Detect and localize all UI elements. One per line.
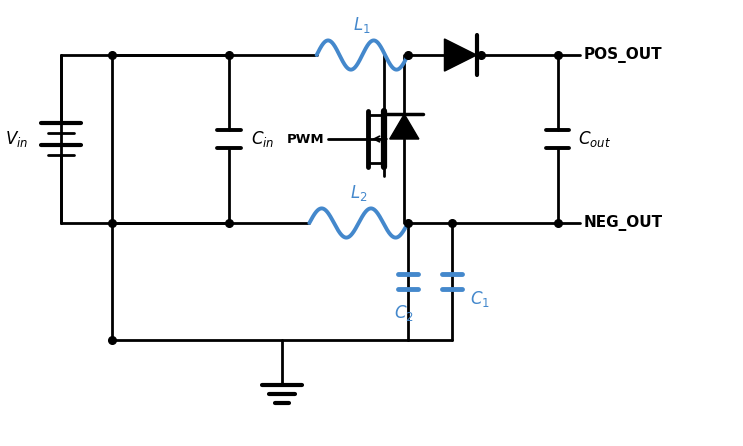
Text: NEG_OUT: NEG_OUT [583,215,662,231]
Text: $L_2$: $L_2$ [350,182,367,202]
Text: $C_{in}$: $C_{in}$ [251,129,274,149]
Text: $C_{out}$: $C_{out}$ [578,129,611,149]
Text: $C_1$: $C_1$ [470,289,490,309]
Text: $C_2$: $C_2$ [395,303,414,323]
Text: PWM: PWM [286,132,324,145]
Text: $V_{in}$: $V_{in}$ [5,129,28,149]
Text: POS_OUT: POS_OUT [583,47,662,63]
Polygon shape [444,39,476,71]
Text: $L_1$: $L_1$ [354,15,371,35]
Polygon shape [389,114,419,139]
